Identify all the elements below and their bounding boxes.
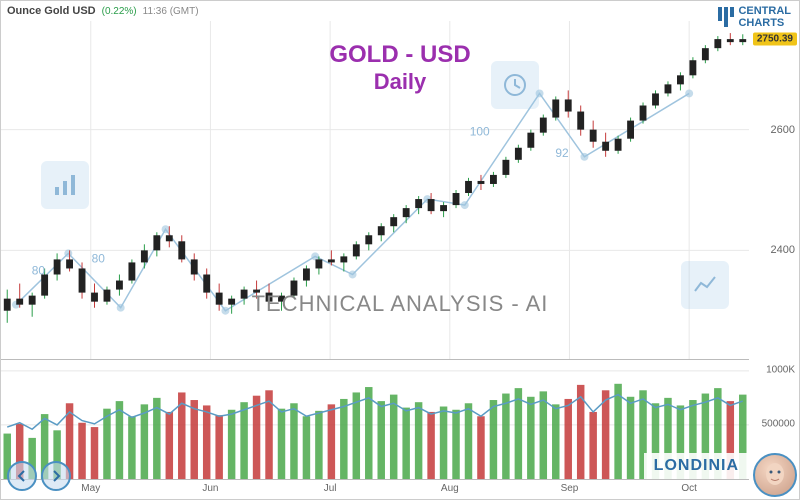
vol-y-tick-label: 1000K [766,364,795,375]
svg-text:100: 100 [470,125,490,139]
svg-text:80: 80 [32,264,46,278]
brand-logo[interactable]: CENTRAL CHARTS [718,5,791,29]
price-y-axis: 2400 2600 2750.39 [751,21,799,359]
vol-y-tick-label: 500000 [762,419,795,430]
nav-next-button[interactable] [41,461,71,491]
x-tick-label: Aug [441,483,459,494]
arrow-left-icon [15,469,29,483]
x-tick-label: Oct [681,483,697,494]
time-x-axis: May Jun Jul Aug Sep Oct [1,479,749,499]
svg-text:80: 80 [92,251,106,265]
chart-header: Ounce Gold USD (0.22%) 11:36 (GMT) [1,1,799,21]
volume-chart-area[interactable] [1,359,749,479]
nav-prev-button[interactable] [7,461,37,491]
y-tick-label: 2600 [771,124,795,136]
watermark-icon [491,61,539,109]
chart-container: Ounce Gold USD (0.22%) 11:36 (GMT) CENTR… [0,0,800,500]
change-pct: (0.22%) [102,6,137,17]
ticker-label: Ounce Gold USD [7,5,96,17]
logo-text-top: CENTRAL [738,5,791,17]
x-tick-label: Sep [561,483,579,494]
price-chart-svg: 80 80 100 92 [1,21,749,359]
svg-text:92: 92 [555,146,569,160]
current-price-badge: 2750.39 [753,32,797,45]
timestamp: 11:36 (GMT) [143,6,199,17]
watermark-icon [681,261,729,309]
footer-brand[interactable]: LONDINIA [644,453,749,479]
x-tick-label: May [81,483,100,494]
volume-chart-svg [1,360,749,479]
assistant-avatar[interactable] [753,453,797,497]
logo-bars-icon [718,7,734,27]
y-tick-label: 2400 [771,244,795,256]
price-chart-area[interactable]: 80 80 100 92 [1,21,749,359]
arrow-right-icon [49,469,63,483]
x-tick-label: Jul [324,483,337,494]
logo-text-bottom: CHARTS [738,17,791,29]
face-icon [760,460,790,490]
x-tick-label: Jun [202,483,218,494]
nav-arrows [7,461,71,491]
watermark-icon [41,161,89,209]
